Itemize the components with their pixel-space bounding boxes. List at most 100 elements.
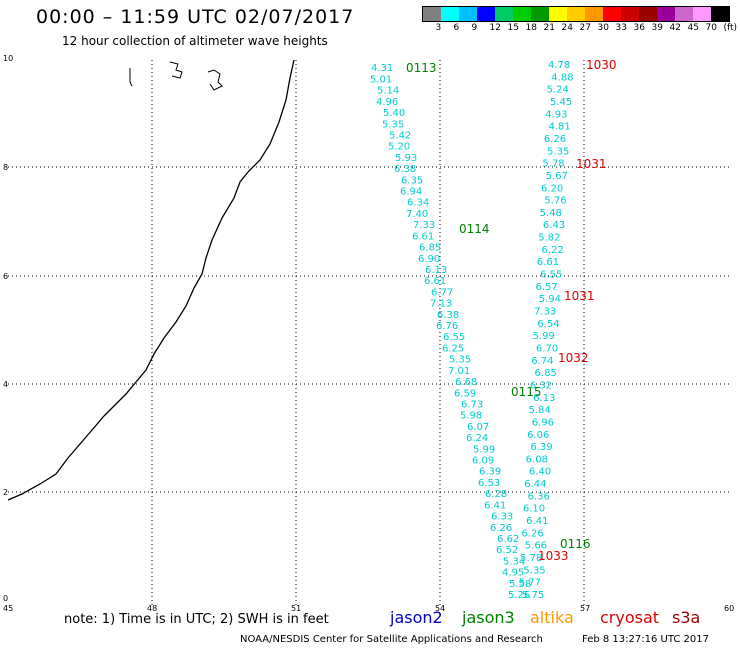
color-scale-swatch xyxy=(657,7,675,21)
color-scale-swatch xyxy=(675,7,693,21)
swh-value: 5.82 xyxy=(538,233,560,244)
swh-value: 6.73 xyxy=(461,399,483,410)
swh-value: 6.90 xyxy=(418,254,440,265)
swh-value: 6.39 xyxy=(530,442,552,453)
color-scale-swatch xyxy=(567,7,585,21)
swh-value: 7.33 xyxy=(413,220,435,231)
jason3-time-label: 0114 xyxy=(459,222,490,236)
color-scale-swatch xyxy=(423,7,441,21)
page-subtitle: 12 hour collection of altimeter wave hei… xyxy=(62,34,328,48)
color-scale-bar xyxy=(422,6,730,22)
swh-value: 6.09 xyxy=(472,456,494,467)
color-scale-swatch xyxy=(513,7,531,21)
y-tick-label: 2 xyxy=(3,488,9,497)
legend-s3a: s3a xyxy=(672,608,701,627)
right-track-time-labels: 1030 1031 1031 1032 1033 xyxy=(538,60,617,563)
swh-value: 6.61 xyxy=(412,231,434,242)
legend-cryosat: cryosat xyxy=(600,608,660,627)
swh-value: 6.07 xyxy=(467,422,489,433)
color-scale-swatch xyxy=(495,7,513,21)
swh-value: 6.53 xyxy=(478,478,500,489)
color-scale-label: 39 xyxy=(651,23,663,33)
swh-value: 6.41 xyxy=(526,516,548,527)
swh-value: 6.54 xyxy=(537,319,559,330)
swh-value: 5.45 xyxy=(550,97,572,108)
swh-value: 5.67 xyxy=(546,171,568,182)
islands xyxy=(129,61,223,91)
swh-value: 6.38 xyxy=(394,164,416,175)
color-scale-swatch xyxy=(711,7,729,21)
swh-value: 4.78 xyxy=(548,60,570,71)
swh-value: 5.24 xyxy=(547,85,569,96)
swh-value: 5.77 xyxy=(519,578,541,589)
swh-value: 5.42 xyxy=(389,130,411,141)
y-tick-label: 4 xyxy=(3,380,9,389)
swh-value: 6.68 xyxy=(455,377,477,388)
swh-value: 4.31 xyxy=(371,63,393,74)
color-scale-swatch xyxy=(693,7,711,21)
swh-value: 6.26 xyxy=(521,528,543,539)
swh-value: 5.93 xyxy=(395,153,417,164)
generation-timestamp: Feb 8 13:27:16 UTC 2017 xyxy=(582,634,709,645)
swh-value: 6.25 xyxy=(442,343,464,354)
color-scale-swatch xyxy=(585,7,603,21)
swh-value: 5.48 xyxy=(540,208,562,219)
swh-value: 6.32 xyxy=(530,380,552,391)
jason3-time-label: 0113 xyxy=(406,61,437,75)
swh-value: 6.43 xyxy=(543,220,565,231)
swh-value: 6.26 xyxy=(490,523,512,534)
swh-value: 5.99 xyxy=(533,331,555,342)
swh-value: 5.76 xyxy=(544,196,566,207)
swh-value: 7.01 xyxy=(448,366,470,377)
swh-value: 6.62 xyxy=(497,534,519,545)
swh-value: 5.99 xyxy=(473,444,495,455)
color-scale-label: 21 xyxy=(543,23,555,33)
swh-value: 6.38 xyxy=(437,310,459,321)
swh-value: 6.76 xyxy=(436,321,458,332)
swh-value: 5.34 xyxy=(503,556,525,567)
swh-value: 6.20 xyxy=(541,183,563,194)
color-scale-label: 36 xyxy=(633,23,645,33)
x-tick-label: 57 xyxy=(580,604,591,613)
swh-value: 6.39 xyxy=(479,467,501,478)
swh-value: 6.06 xyxy=(527,430,549,441)
cryosat-time-label: 1031 xyxy=(576,157,607,171)
swh-value: 6.34 xyxy=(407,198,429,209)
cryosat-time-label: 1032 xyxy=(558,351,589,365)
jason3-time-label: 0116 xyxy=(560,537,591,551)
color-scale-label: 6 xyxy=(453,23,460,33)
swh-value: 6.77 xyxy=(431,287,453,298)
jason3-time-label: 0115 xyxy=(511,385,542,399)
cryosat-time-label: 1030 xyxy=(586,60,617,72)
color-scale-label: 9 xyxy=(471,23,478,33)
y-tick-label: 6 xyxy=(3,272,9,281)
left-track-swh-values: 4.274.315.015.144.965.405.355.425.205.93… xyxy=(364,60,531,601)
swh-value: 5.26 xyxy=(508,590,530,601)
color-scale-label: 12 xyxy=(489,23,501,33)
swh-value: 6.26 xyxy=(544,134,566,145)
swh-value: 7.13 xyxy=(430,299,452,310)
grid xyxy=(8,60,730,605)
color-scale-label: 24 xyxy=(561,23,573,33)
swh-value: 6.36 xyxy=(528,491,550,502)
swh-value: 6.61 xyxy=(424,276,446,287)
cryosat-time-label: 1033 xyxy=(538,549,569,563)
x-tick-label: 51 xyxy=(291,604,302,613)
legend-jason2: jason2 xyxy=(390,608,443,627)
swh-value: 6.74 xyxy=(531,356,553,367)
swh-value: 7.40 xyxy=(406,209,428,220)
swh-value: 6.61 xyxy=(537,257,559,268)
swh-value: 6.85 xyxy=(419,243,441,254)
swh-value: 4.88 xyxy=(551,72,573,83)
legend-altika: altika xyxy=(530,608,574,627)
swh-value: 5.84 xyxy=(528,405,550,416)
swh-value: 4.96 xyxy=(376,97,398,108)
y-tick-label: 10 xyxy=(3,54,14,63)
swh-value: 6.70 xyxy=(536,343,558,354)
y-tick-label: 8 xyxy=(3,163,9,172)
swh-value: 5.98 xyxy=(460,411,482,422)
y-tick-label: 0 xyxy=(3,594,9,603)
swh-value: 5.78 xyxy=(520,553,542,564)
color-scale-swatch xyxy=(441,7,459,21)
swh-value: 6.22 xyxy=(542,245,564,256)
